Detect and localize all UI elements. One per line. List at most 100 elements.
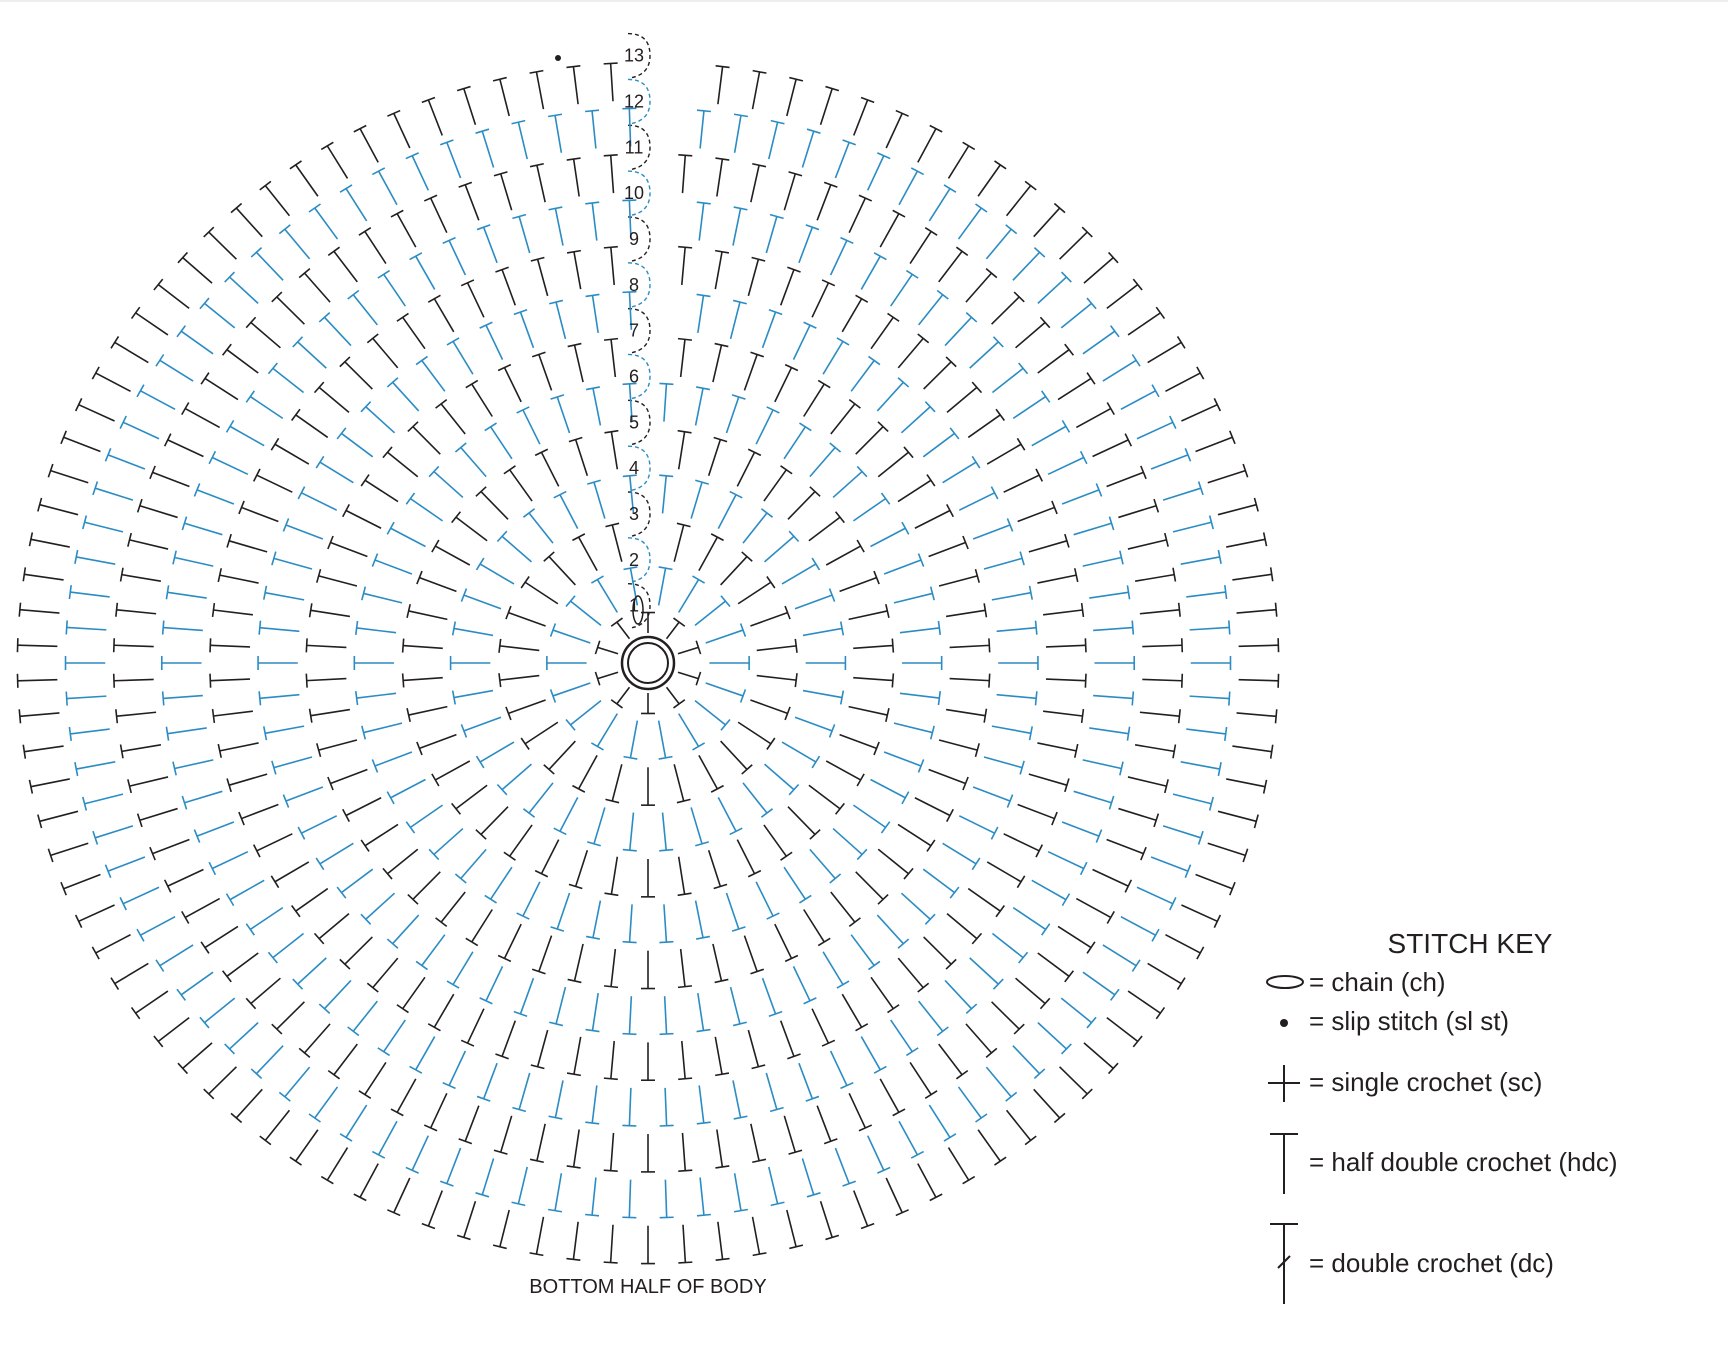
stitch <box>691 482 702 518</box>
stitch <box>1148 963 1182 983</box>
stitch-top <box>223 971 232 982</box>
stitch-top <box>830 443 841 452</box>
stitch-top <box>279 1092 290 1101</box>
stitch-top <box>480 322 493 328</box>
stitch <box>788 492 815 520</box>
stitch <box>1190 627 1230 629</box>
stitch-top <box>372 1152 384 1158</box>
stitch <box>884 752 921 766</box>
stitch-top <box>812 756 819 768</box>
stitch <box>346 798 381 816</box>
stitch-top <box>137 385 144 397</box>
stitch <box>717 1129 723 1166</box>
stitch <box>592 203 597 241</box>
stitch <box>992 593 1031 600</box>
stitch <box>891 274 913 306</box>
stitch <box>1107 839 1144 853</box>
stitch <box>67 627 107 629</box>
stitch <box>319 740 357 750</box>
stitch <box>441 892 465 922</box>
stitch-top <box>1017 876 1024 888</box>
stitch <box>334 1044 357 1075</box>
stitch <box>541 452 558 486</box>
stitch <box>360 129 378 163</box>
stitch <box>285 1067 310 1097</box>
stitch <box>1128 777 1167 786</box>
stitch <box>212 458 248 475</box>
stitch-top <box>874 1066 886 1073</box>
stitch <box>1048 852 1084 869</box>
stitch <box>950 679 990 681</box>
stitch <box>431 1093 447 1128</box>
stitch-top <box>623 942 637 943</box>
stitch <box>484 1063 497 1099</box>
stitch <box>715 1037 722 1074</box>
stitch-top <box>1036 469 1042 482</box>
stitch <box>431 198 447 233</box>
stitch-top <box>906 271 918 279</box>
stitch-top <box>92 947 99 959</box>
stitch-top <box>406 1167 419 1173</box>
stitch-top <box>1132 960 1140 972</box>
stitch <box>679 580 699 613</box>
stitch-top <box>521 738 529 750</box>
stitch-top <box>877 153 890 159</box>
stitch-top <box>1133 279 1142 290</box>
stitch <box>391 528 426 546</box>
stitch-top <box>678 339 692 341</box>
stitch-top <box>428 1024 440 1031</box>
stitch-top <box>66 692 67 706</box>
stitch <box>298 342 327 368</box>
stitch <box>1232 574 1271 580</box>
stitch <box>1226 539 1265 547</box>
stitch-top <box>697 1122 711 1124</box>
round-label: 6 <box>629 366 639 386</box>
key-sc <box>1268 1065 1300 1102</box>
stitch <box>959 1087 982 1118</box>
stitch <box>520 978 533 1014</box>
stitch <box>1148 342 1182 362</box>
stitch <box>296 1130 318 1161</box>
key-item: = single crochet (sc) <box>1309 1067 1542 1097</box>
stitch <box>910 1062 931 1094</box>
stitch <box>617 687 630 704</box>
stitch-top <box>938 691 940 705</box>
stitch <box>899 171 917 205</box>
stitch-top <box>591 576 603 583</box>
stitch <box>1135 745 1174 752</box>
stitch <box>79 905 115 921</box>
stitch <box>1107 472 1144 486</box>
stitch-top <box>1107 402 1114 414</box>
stitch-top <box>1225 585 1227 599</box>
stitch <box>307 679 347 681</box>
stitch-top <box>1132 621 1133 635</box>
stitch <box>699 203 704 241</box>
stitch <box>871 528 906 546</box>
stitch <box>795 595 832 609</box>
stitch <box>1163 826 1201 838</box>
stitch <box>679 714 699 747</box>
stitch <box>810 447 835 476</box>
stitch <box>667 687 680 704</box>
stitch <box>320 843 353 863</box>
stitch <box>403 678 443 681</box>
stitch <box>765 764 794 789</box>
stitch-top <box>604 1078 618 1079</box>
stitch-top <box>268 363 277 374</box>
stitch <box>706 630 743 643</box>
round-label: 9 <box>629 229 639 249</box>
stitch-top <box>306 638 307 652</box>
stitch <box>886 113 902 148</box>
stitch <box>357 628 396 633</box>
stitch <box>924 362 951 389</box>
stitch <box>79 405 115 421</box>
stitch <box>978 1130 1000 1161</box>
stitch <box>1004 834 1039 851</box>
stitch-top <box>984 709 986 723</box>
stitch <box>910 231 931 263</box>
stitch <box>868 1136 884 1171</box>
stitch <box>257 475 292 492</box>
stitch <box>698 993 704 1030</box>
stitch-top <box>298 487 304 499</box>
stitch <box>453 952 473 985</box>
